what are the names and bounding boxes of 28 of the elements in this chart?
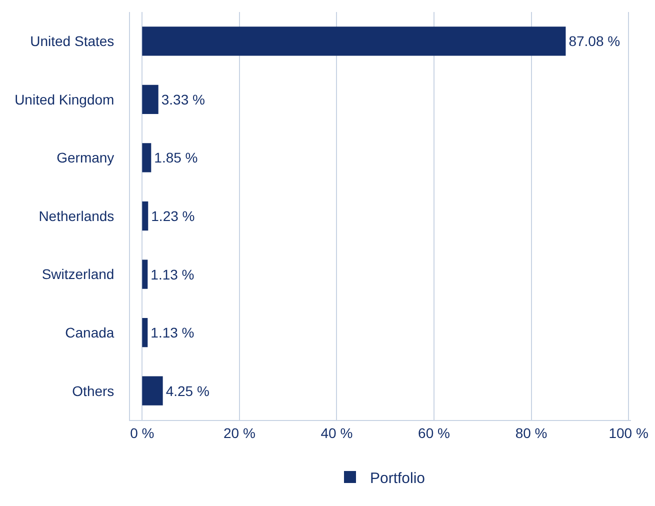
data-label: 3.33 % xyxy=(161,91,205,108)
y-tick-label: United Kingdom xyxy=(14,91,114,108)
x-tick-label: 40 % xyxy=(320,424,353,441)
y-tick-label: Switzerland xyxy=(42,266,114,282)
data-label: 1.13 % xyxy=(150,266,194,282)
bar xyxy=(142,318,148,348)
legend-label: Portfolio xyxy=(370,470,426,487)
y-tick-label: Canada xyxy=(65,324,114,340)
y-tick-label: Netherlands xyxy=(38,208,114,224)
y-tick-label: Germany xyxy=(56,150,114,166)
data-label: 1.13 % xyxy=(150,324,194,341)
x-tick-label: 0 % xyxy=(130,424,154,441)
x-tick-label: 80 % xyxy=(515,424,548,441)
bar xyxy=(142,201,148,231)
data-label: 1.23 % xyxy=(151,208,195,224)
x-tick-label: 60 % xyxy=(418,424,450,441)
x-tick-label: 20 % xyxy=(223,424,256,441)
y-tick-label: United States xyxy=(30,33,114,50)
bar xyxy=(142,84,158,114)
x-tick-label: 100 % xyxy=(608,424,648,441)
y-tick-label: Others xyxy=(72,382,114,399)
bar xyxy=(142,260,148,289)
data-label: 4.25 % xyxy=(166,382,210,399)
data-label: 1.85 % xyxy=(154,150,198,166)
bar xyxy=(142,376,163,406)
bar xyxy=(142,26,566,56)
data-label: 87.08 % xyxy=(568,33,620,50)
bar xyxy=(142,143,152,172)
